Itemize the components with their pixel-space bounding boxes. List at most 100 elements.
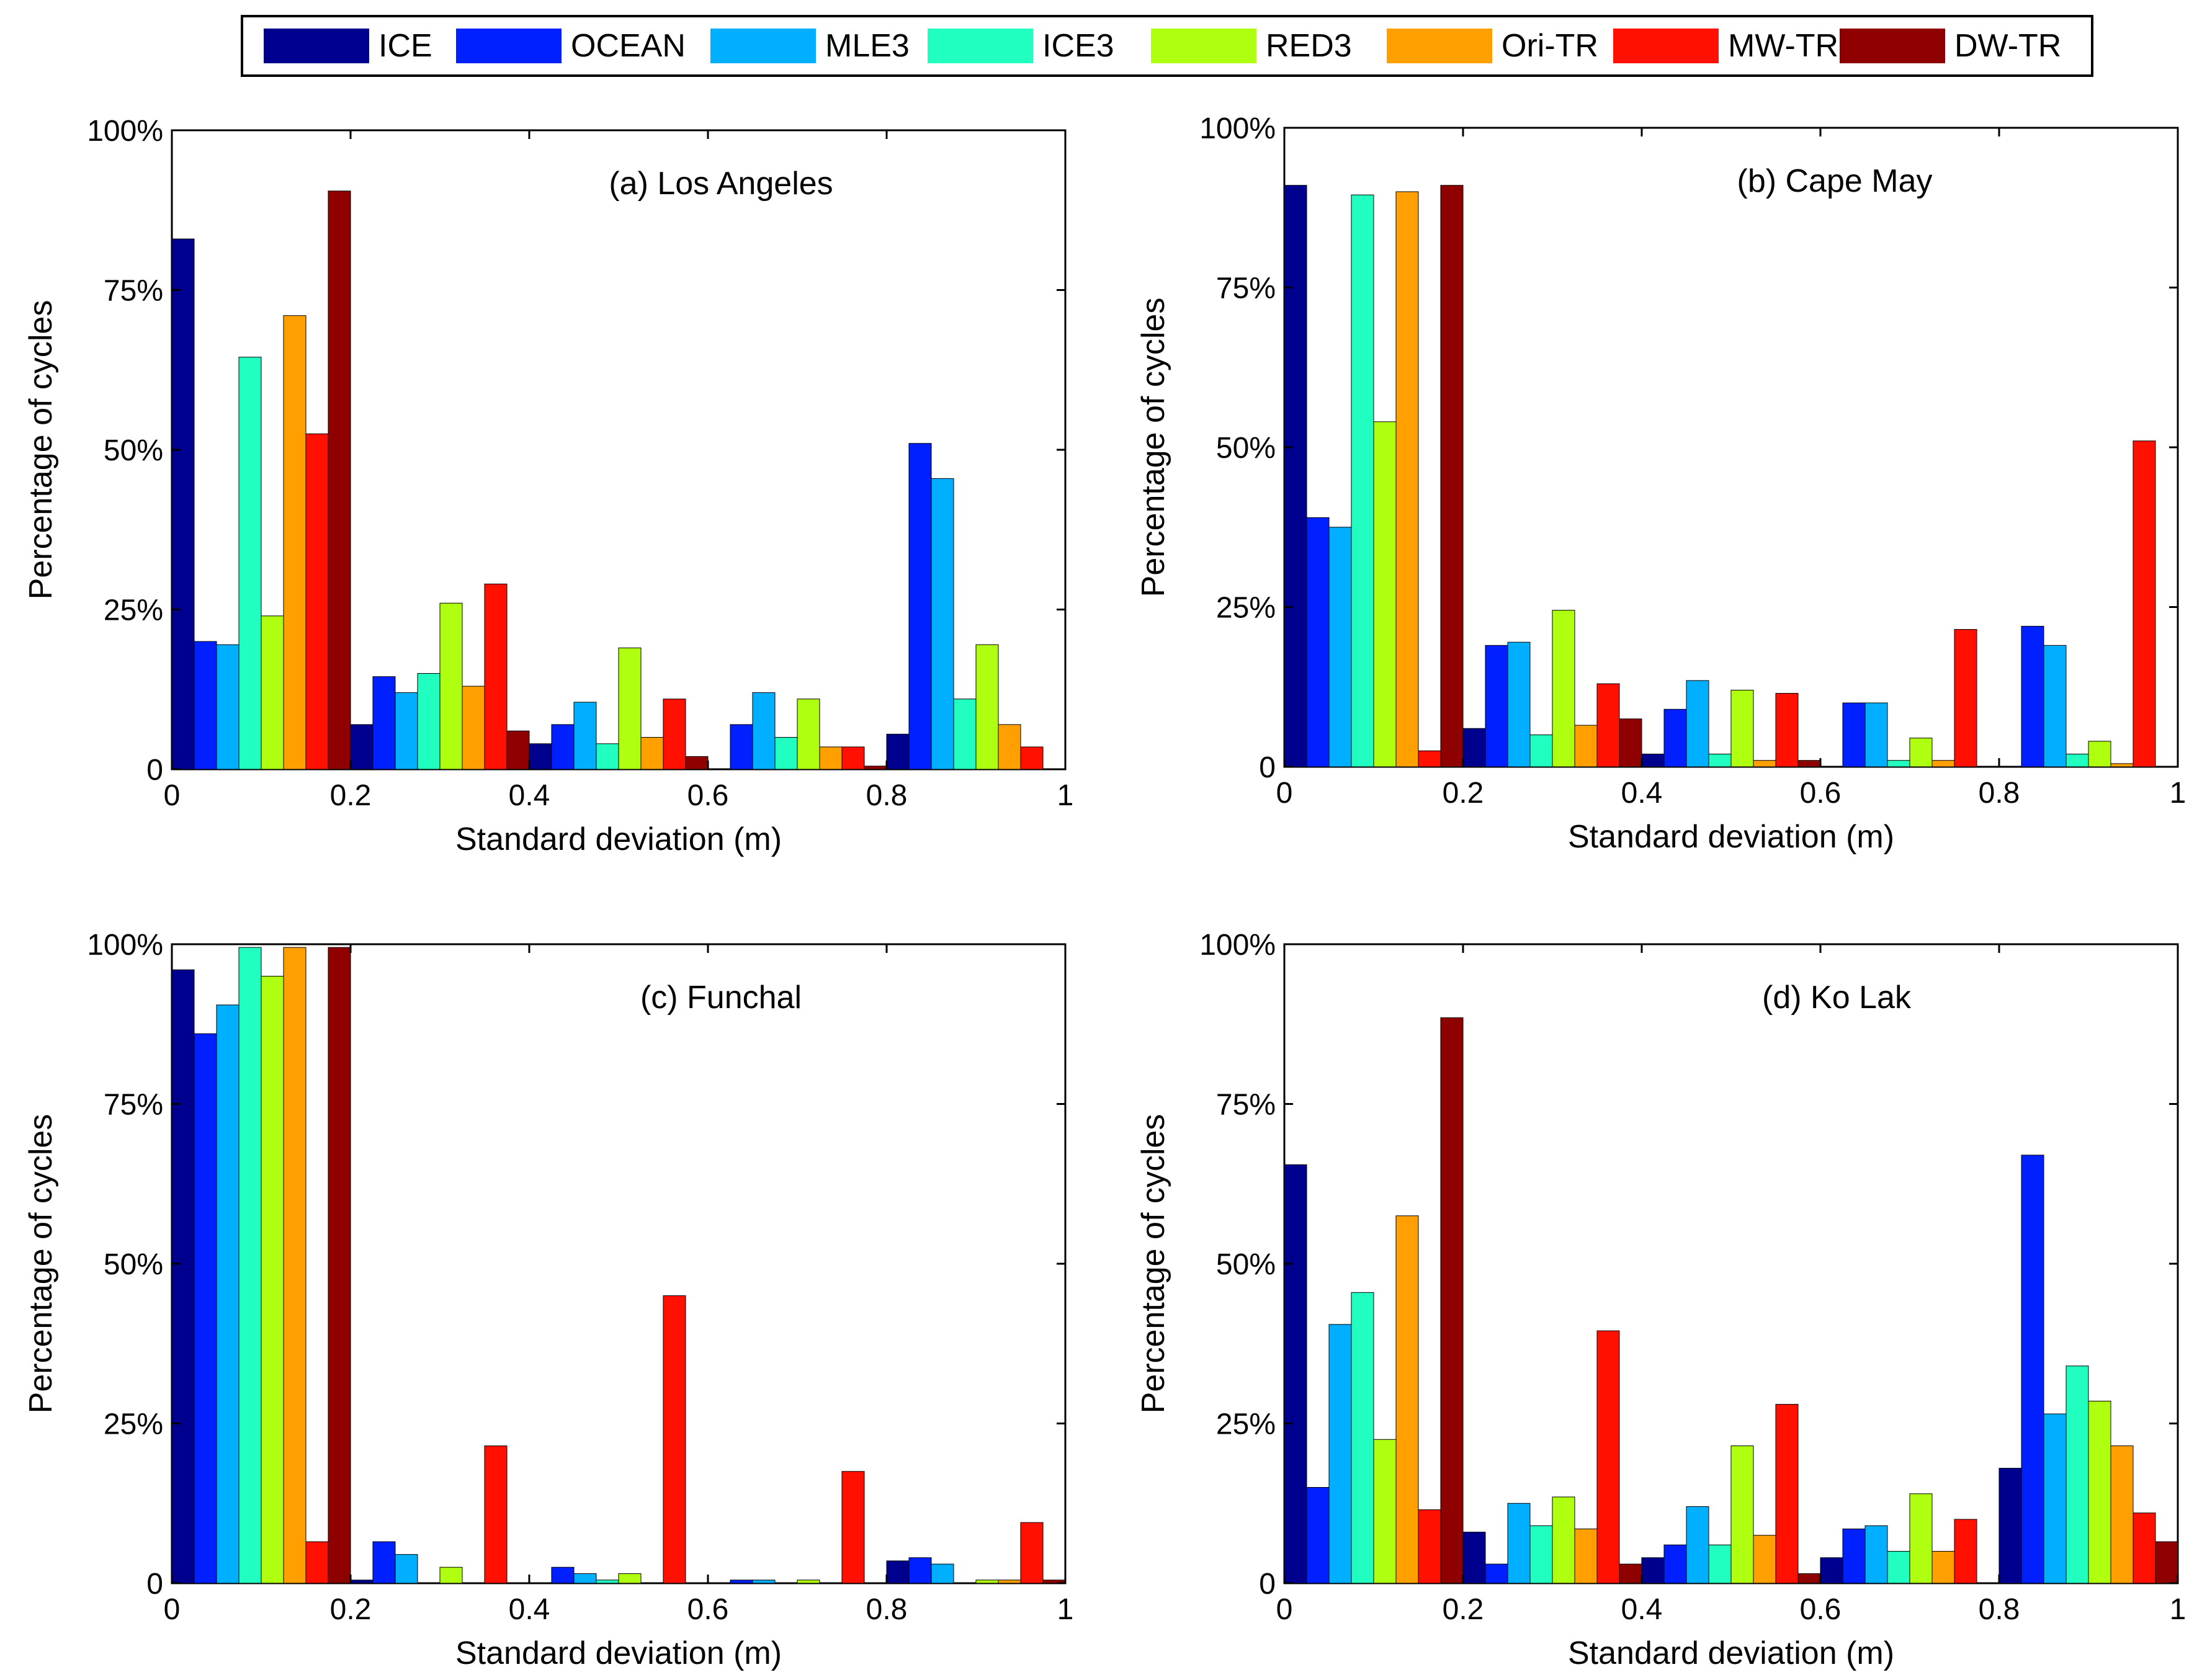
bar-ice (1462, 728, 1486, 767)
bar-dw-tr (864, 766, 887, 770)
legend-entry-mle3: MLE3 (710, 28, 910, 64)
bar-red3 (797, 1579, 820, 1584)
bar-ice3 (1529, 735, 1553, 767)
legend-label: MLE3 (825, 28, 910, 64)
bar-ori-tr (2110, 1445, 2134, 1584)
bar-ocean (1663, 1544, 1687, 1584)
legend-swatch (456, 29, 562, 63)
chart-title: (b) Cape May (1737, 163, 1933, 199)
bar-ice3 (1529, 1525, 1553, 1584)
bar-red3 (1373, 1439, 1397, 1584)
bar-ori-tr (819, 746, 843, 770)
bar-ice (1284, 1164, 1307, 1584)
x-tick-label: 0.6 (687, 1593, 729, 1626)
bar-ice (350, 724, 374, 770)
x-tick-label: 0.6 (687, 779, 729, 812)
bar-mw-tr (1418, 750, 1441, 767)
x-tick-label: 0.4 (1621, 1593, 1663, 1626)
bar-red3 (1909, 738, 1933, 767)
bar-dw-tr (1440, 1017, 1464, 1584)
x-axis-label: Standard deviation (m) (1568, 1635, 1894, 1671)
bar-dw-tr (1619, 718, 1642, 767)
bar-mle3 (1328, 527, 1352, 767)
y-tick-label: 75% (1216, 1089, 1276, 1122)
y-tick-label: 25% (104, 594, 163, 627)
chart-title: (c) Funchal (640, 980, 802, 1016)
bar-ice3 (774, 737, 798, 770)
x-tick-label: 0.8 (1979, 777, 2020, 810)
y-tick-label: 0 (146, 1568, 163, 1601)
y-tick-label: 100% (87, 115, 163, 148)
bar-red3 (1373, 421, 1397, 767)
legend-swatch (1613, 29, 1719, 63)
bar-ori-tr (1395, 191, 1419, 767)
bar-mle3 (573, 702, 597, 770)
bar-dw-tr (685, 756, 709, 770)
y-tick-label: 100% (1199, 929, 1276, 962)
bar-red3 (797, 699, 820, 770)
bar-ori-tr (640, 737, 664, 770)
legend-label: MW-TR (1728, 28, 1838, 64)
bar-mw-tr (841, 1471, 865, 1584)
y-tick-label: 25% (1216, 1408, 1276, 1441)
bar-dw-tr (1440, 185, 1464, 767)
bar-red3 (261, 976, 284, 1584)
bar-red3 (1552, 1496, 1575, 1584)
x-tick-label: 0.8 (866, 1593, 908, 1626)
bar-dw-tr (2155, 1541, 2178, 1584)
x-tick-label: 0.6 (1800, 1593, 1842, 1626)
bar-mw-tr (841, 746, 865, 770)
bar-ice3 (2065, 1365, 2089, 1584)
bar-dw-tr (328, 190, 351, 770)
bar-red3 (439, 1566, 463, 1584)
bar-ice3 (417, 673, 441, 770)
bar-ice3 (596, 1579, 619, 1584)
x-tick-label: 0.6 (1800, 777, 1842, 810)
bar-ice3 (953, 699, 977, 770)
legend-entry-ori-tr: Ori-TR (1387, 28, 1598, 64)
bar-ice3 (1351, 1292, 1374, 1584)
bar-ice3 (1887, 760, 1910, 767)
bar-mle3 (216, 644, 239, 770)
bar-ice (529, 743, 552, 770)
legend-entry-ice: ICE (264, 28, 432, 64)
y-tick-label: 75% (104, 275, 163, 308)
bar-red3 (1909, 1493, 1933, 1584)
legend-swatch (1151, 29, 1256, 63)
chart-panel-funchal: 0 0.2 0.4 0.6 0.8 1 0 25% 50% 75% 100% (c) Funchal S… (23, 929, 1073, 1671)
bar-ice (171, 969, 195, 1584)
y-tick-label: 50% (104, 434, 163, 467)
bar-mle3 (1686, 680, 1709, 767)
bar-ice (1998, 1468, 2022, 1584)
bar-ocean (1485, 645, 1508, 767)
bar-ice3 (2065, 753, 2089, 767)
x-tick-label: 0 (1276, 1593, 1293, 1626)
bar-ocean (551, 724, 575, 770)
bar-ice (1462, 1532, 1486, 1584)
y-tick-label: 75% (1216, 272, 1276, 305)
bar-red3 (975, 644, 999, 770)
bar-mw-tr (663, 699, 686, 770)
bar-mle3 (1686, 1506, 1709, 1584)
bar-ori-tr (1753, 760, 1776, 767)
bar-red3 (618, 647, 642, 770)
bar-ori-tr (998, 1579, 1021, 1584)
bar-red3 (2088, 741, 2111, 767)
y-tick-label: 100% (87, 929, 163, 962)
bar-mw-tr (2133, 440, 2156, 767)
x-tick-label: 0 (164, 1593, 181, 1626)
x-tick-label: 0.8 (866, 779, 908, 812)
bar-ocean (372, 1541, 396, 1584)
bar-mle3 (752, 692, 776, 770)
bar-ice3 (596, 743, 619, 770)
bar-mle3 (752, 1579, 776, 1584)
bar-mw-tr (1954, 1519, 1977, 1584)
legend-swatch (264, 29, 369, 63)
y-axis-label: Percentage of cycles (1135, 1114, 1171, 1414)
bar-mw-tr (1775, 1404, 1799, 1584)
bar-ocean (730, 724, 753, 770)
legend: ICE OCEAN MLE3 ICE3 RED3 Ori-TR MW-TR DW-TR (241, 15, 2093, 77)
bar-ocean (1306, 1487, 1330, 1584)
bar-mle3 (1864, 1525, 1888, 1584)
